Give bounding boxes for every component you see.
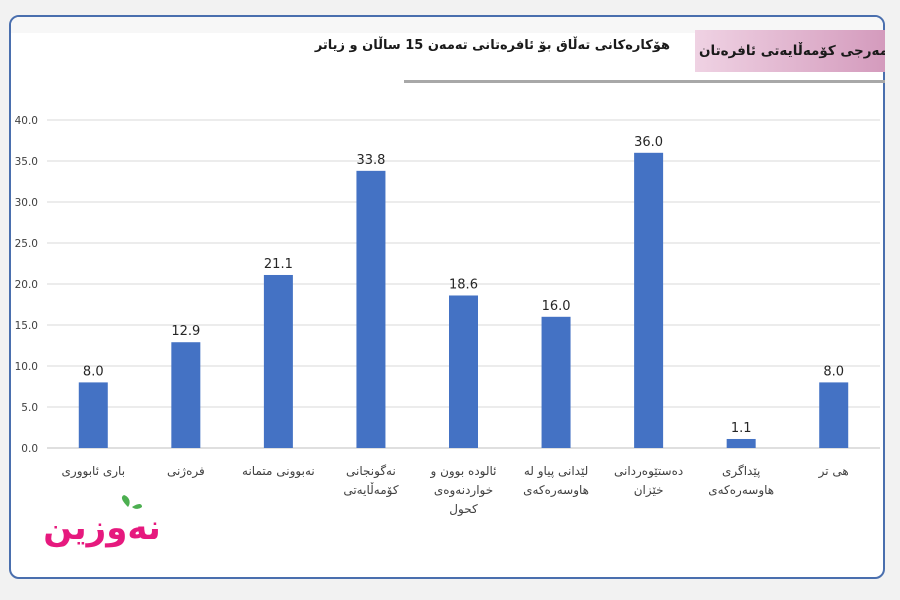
y-tick-label: 15.0 xyxy=(15,320,38,332)
y-tick-label: 0.0 xyxy=(21,443,38,455)
header-banner: هەنومەرجی کۆمەڵایەتی ئافرەتان xyxy=(695,30,885,72)
bar xyxy=(263,274,293,448)
x-tick-label: پێداگری xyxy=(722,464,760,479)
x-tick-label: ئالودە بوون و xyxy=(429,464,496,479)
data-label: 12.9 xyxy=(171,324,200,339)
x-tick-label: هی تر xyxy=(818,464,849,479)
x-tick-label: فرەژنی xyxy=(167,464,205,479)
bar xyxy=(634,152,664,449)
bar xyxy=(449,295,478,448)
data-label: 1.1 xyxy=(731,421,752,436)
bar xyxy=(171,342,201,448)
x-tick-label: کحول xyxy=(449,502,478,517)
data-label: 36.0 xyxy=(634,135,663,150)
bar xyxy=(819,382,849,448)
banner-text: هەنومەرجی کۆمەڵایەتی ئافرەتان xyxy=(699,43,885,59)
data-label: 21.1 xyxy=(264,257,293,272)
leaf-icon xyxy=(121,495,130,507)
y-tick-label: 25.0 xyxy=(15,238,38,250)
logo-text: نەوزین xyxy=(43,508,160,548)
data-label: 33.8 xyxy=(356,153,385,168)
y-tick-label: 20.0 xyxy=(15,279,38,291)
data-label: 16.0 xyxy=(542,299,571,314)
y-tick-label: 40.0 xyxy=(15,115,38,127)
x-tick-label: لێدانی پیاو لە xyxy=(524,464,588,479)
bar xyxy=(541,316,571,448)
y-tick-label: 5.0 xyxy=(21,402,38,414)
data-label: 8.0 xyxy=(83,364,104,379)
bar xyxy=(726,438,756,448)
logo: نەوزین xyxy=(43,495,161,548)
x-tick-label: خواردنەوەی xyxy=(434,483,493,498)
chart-title: هۆکارەکانی تەڵاق بۆ ئافرەتانی تەمەن 15 س… xyxy=(314,38,670,53)
bar xyxy=(78,382,108,448)
x-tick-label: کۆمەڵایەتی xyxy=(343,482,398,498)
x-tick-label: دەستێوەردانی xyxy=(614,464,683,479)
x-tick-label: خێزان xyxy=(634,483,664,498)
data-label: 8.0 xyxy=(823,364,844,379)
y-tick-label: 35.0 xyxy=(15,156,38,168)
chart-frame xyxy=(9,15,885,579)
title-underline xyxy=(404,80,885,83)
top-strip xyxy=(11,17,883,33)
bar xyxy=(356,170,386,448)
x-tick-label: هاوسەرەکەی xyxy=(523,483,589,498)
x-tick-label: باری ئابووری xyxy=(62,464,126,479)
x-tick-label: هاوسەرەکەی xyxy=(708,483,774,498)
y-tick-label: 10.0 xyxy=(15,361,38,373)
leaf-icon xyxy=(132,504,142,509)
data-label: 18.6 xyxy=(449,277,478,292)
x-tick-label: نەبوونی متمانە xyxy=(242,464,315,479)
y-tick-label: 30.0 xyxy=(15,197,38,209)
x-tick-label: نەگونجانی xyxy=(346,464,396,479)
